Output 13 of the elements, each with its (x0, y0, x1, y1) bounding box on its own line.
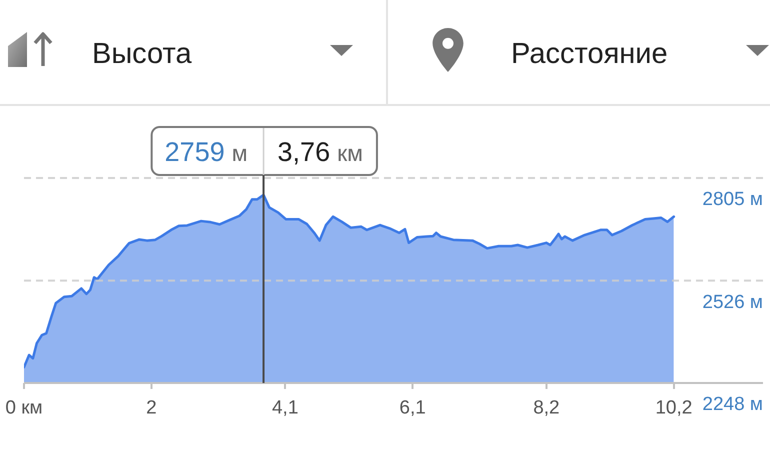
y-axis-title: Высота (92, 37, 192, 72)
x-tick-label: 0 км (5, 398, 43, 419)
x-tick-label: 8,2 (533, 398, 560, 419)
text: 3,76 км (278, 137, 363, 167)
text: 2759 м (164, 137, 248, 167)
y-tick-label: 2805 м (702, 189, 763, 210)
x-tick-label: 2 (146, 398, 157, 419)
x-tick-label: 6,1 (399, 398, 426, 419)
x-tick-label: 10,2 (655, 398, 692, 419)
y-tick-label: 2526 м (702, 292, 763, 313)
y-tick-label: 2248 м (702, 394, 763, 416)
x-axis-title: Расстояние (511, 37, 668, 72)
x-tick-label: 4,1 (272, 398, 298, 419)
